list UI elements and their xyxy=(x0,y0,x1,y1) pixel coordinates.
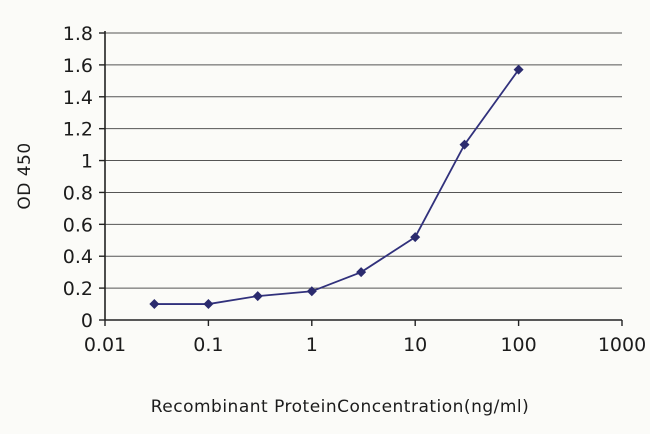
axes xyxy=(99,31,623,326)
y-tick-label: 0.6 xyxy=(63,214,93,236)
y-tick-label: 0.8 xyxy=(63,182,93,204)
y-tick-label: 1.4 xyxy=(63,87,93,109)
data-point-marker xyxy=(356,267,367,278)
x-tick-label: 10 xyxy=(403,334,427,356)
x-tick-label: 0.1 xyxy=(193,334,223,356)
x-axis-label: Recombinant ProteinConcentration(ng/ml) xyxy=(151,397,530,417)
data-point-marker xyxy=(203,299,214,310)
data-point-marker xyxy=(410,232,421,243)
y-axis-label: OD 450 xyxy=(15,142,35,209)
data-point-marker xyxy=(252,291,263,302)
x-tick-label: 1 xyxy=(306,334,318,356)
x-tick-label: 100 xyxy=(500,334,536,356)
data-point-marker xyxy=(459,139,470,150)
series-line xyxy=(154,69,520,305)
y-tick-label: 0 xyxy=(81,310,93,332)
data-point-marker xyxy=(306,286,317,297)
x-tick-label: 1000 xyxy=(598,334,646,356)
data-series xyxy=(149,64,524,310)
y-tick-label: 1.2 xyxy=(63,119,93,141)
x-tick-label: 0.01 xyxy=(84,334,126,356)
y-tick-label: 0.2 xyxy=(63,278,93,300)
y-tick-label: 1.8 xyxy=(63,23,93,45)
y-tick-label: 1.6 xyxy=(63,55,93,77)
tick-labels: 0 0.2 0.4 0.6 0.8 1 1.2 1.4 1.6 1.8 0.01 0.1 1 10 100 1… xyxy=(63,23,646,356)
gridlines xyxy=(105,32,622,289)
y-tick-label: 0.4 xyxy=(63,246,93,268)
data-point-marker xyxy=(513,64,524,75)
y-tick-label: 1 xyxy=(81,151,93,173)
data-point-marker xyxy=(149,299,160,310)
